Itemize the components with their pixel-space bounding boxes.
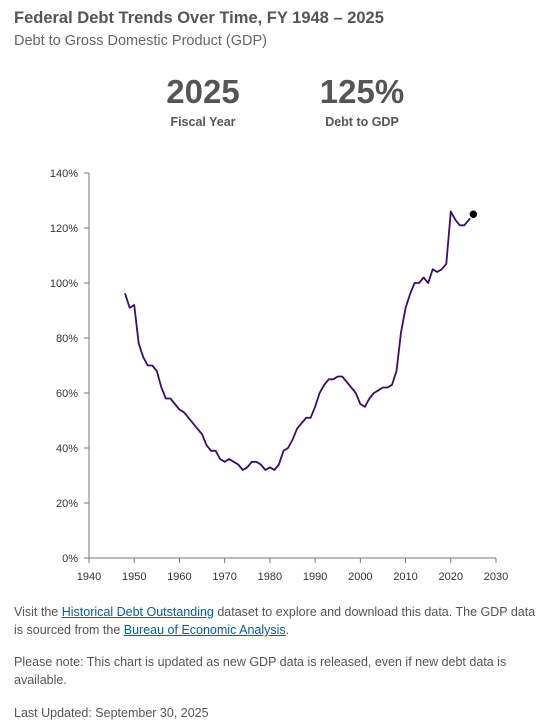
- chart-title: Federal Debt Trends Over Time, FY 1948 –…: [14, 9, 384, 27]
- debt-to-gdp-label: Debt to GDP: [325, 115, 399, 129]
- historical-debt-outstanding-link[interactable]: Historical Debt Outstanding: [61, 605, 214, 619]
- x-tick-label: 2030: [484, 571, 508, 583]
- x-tick-label: 1940: [77, 571, 101, 583]
- y-tick-label: 120%: [50, 223, 78, 235]
- y-tick-label: 80%: [56, 333, 78, 345]
- x-tick-label: 1960: [167, 571, 191, 583]
- visit-suffix-text: .: [285, 623, 290, 637]
- data-source-note: Visit the Historical Debt Outstanding da…: [14, 603, 536, 639]
- y-tick-label: 0%: [62, 553, 78, 565]
- x-tick-label: 1990: [303, 571, 327, 583]
- debt-to-gdp-line-chart[interactable]: 0% 20% 40% 60% 80% 100% 120% 140% 1940 1950 1960 19…: [0, 160, 536, 590]
- y-tick-label: 20%: [56, 498, 78, 510]
- debt-to-gdp-stat: 125% Debt to GDP: [305, 72, 419, 129]
- highlighted-data-point: [468, 209, 479, 220]
- x-tick-label: 1980: [258, 571, 282, 583]
- update-note: Please note: This chart is updated as ne…: [14, 655, 507, 687]
- fiscal-year-stat: 2025 Fiscal Year: [150, 72, 256, 129]
- y-tick-label: 40%: [56, 443, 78, 455]
- y-tick-label: 60%: [56, 388, 78, 400]
- chart-subtitle: Debt to Gross Domestic Product (GDP): [14, 33, 268, 49]
- last-updated: Last Updated: September 30, 2025: [14, 706, 209, 720]
- x-tick-label: 2000: [348, 571, 372, 583]
- visit-prefix-text: Visit the: [14, 605, 62, 619]
- visit-middle-text: dataset to explore and download this dat…: [14, 605, 536, 637]
- fiscal-year-label: Fiscal Year: [170, 115, 236, 129]
- debt-to-gdp-value: 125%: [319, 73, 405, 110]
- x-tick-label: 1950: [122, 571, 146, 583]
- x-tick-label: 1970: [212, 571, 236, 583]
- bureau-of-economic-analysis-link[interactable]: Bureau of Economic Analysis: [123, 623, 286, 637]
- y-tick-label: 100%: [50, 278, 78, 290]
- x-tick-label: 2020: [439, 571, 463, 583]
- x-tick-label: 2010: [393, 571, 417, 583]
- y-tick-label: 140%: [50, 168, 78, 180]
- debt-to-gdp-series-line: [124, 210, 475, 471]
- fiscal-year-value: 2025: [166, 73, 240, 110]
